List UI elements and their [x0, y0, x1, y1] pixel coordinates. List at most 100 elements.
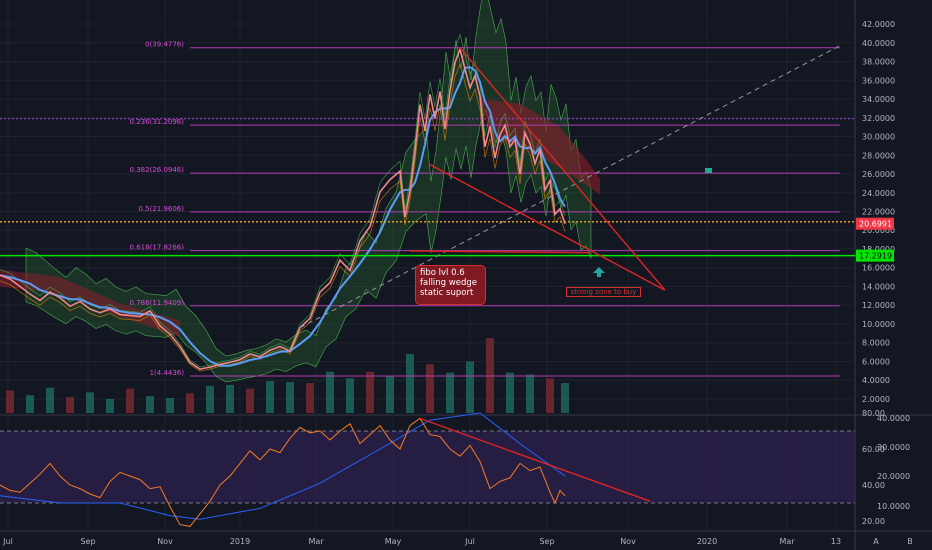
fibo-label-0.786: 0.786(11.9409) — [130, 299, 185, 307]
axis-button-B[interactable]: B — [907, 537, 913, 546]
osc-left-tick: 40.00 — [862, 481, 885, 490]
time-tick-label: Jul — [464, 537, 475, 546]
fibo-label-0.236: 0.236(31.2096) — [130, 118, 185, 126]
osc-right-tick: 10.0000 — [877, 502, 910, 511]
time-tick-label: Mar — [308, 537, 324, 546]
price-tick-label: 24.0000 — [862, 189, 895, 198]
osc-left-tick: 80.00 — [862, 409, 885, 418]
price-tick-label: 8.0000 — [862, 339, 890, 348]
price-tick-label: 42.0000 — [862, 20, 895, 29]
volume-bar-24 — [486, 338, 494, 413]
price-series — [0, 33, 566, 372]
volume-bar-22 — [446, 372, 454, 413]
volume-bar-0 — [6, 390, 14, 413]
volume-bars — [6, 338, 569, 413]
time-tick-label: Jul — [2, 537, 13, 546]
wedge-trendline-0 — [459, 47, 666, 291]
osc-blue-line — [0, 412, 566, 520]
volume-bar-16 — [326, 371, 334, 413]
time-tick-label: Mar — [779, 537, 795, 546]
price-tick-label: 38.0000 — [862, 58, 895, 67]
callout-line-2: falling wedge — [420, 278, 477, 288]
volume-bar-21 — [426, 364, 434, 413]
volume-bar-6 — [126, 388, 134, 413]
volume-bar-13 — [266, 381, 274, 413]
volume-bar-4 — [86, 392, 94, 413]
volume-bar-26 — [526, 374, 534, 413]
price-tick-label: 22.0000 — [862, 208, 895, 217]
fibo-label-1: 1(4.4436) — [150, 369, 185, 377]
arrow-up-icon — [593, 168, 712, 277]
dashed-trendline — [299, 45, 841, 329]
volume-bar-9 — [186, 393, 194, 413]
fibo-label-0.382: 0.382(26.0946) — [130, 166, 185, 174]
price-tick-label: 36.0000 — [862, 76, 895, 85]
osc-right-tick: 20.0000 — [877, 472, 910, 481]
volume-bar-11 — [226, 384, 234, 413]
volume-bar-25 — [506, 372, 514, 413]
time-tick-label: May — [385, 537, 402, 546]
price-tick-label: 18.0000 — [862, 245, 895, 254]
volume-bar-7 — [146, 396, 154, 413]
volume-bar-2 — [46, 387, 54, 413]
osc-right-tick: 30.0000 — [877, 443, 910, 452]
osc-left-tick: 60.00 — [862, 445, 885, 454]
buy-zone-label: strong zone to buy — [566, 287, 641, 297]
osc-orange-line — [0, 417, 566, 527]
fibo-label-0.5: 0.5(21.9606) — [138, 205, 184, 213]
callout-line-3: static suport — [420, 288, 474, 298]
time-tick-label: Sep — [80, 537, 95, 546]
price-tick-label: 32.0000 — [862, 114, 895, 123]
price-tick-label: 28.0000 — [862, 151, 895, 160]
price-tick-label: 2.0000 — [862, 395, 890, 404]
callout-line-1: fibo lvl 0.6 — [420, 268, 465, 278]
volume-bar-23 — [466, 361, 474, 413]
time-tick-label: Nov — [620, 537, 636, 546]
square-marker — [705, 168, 712, 173]
current-price-tag — [856, 217, 894, 230]
time-tick-label: 2019 — [230, 537, 250, 546]
volume-bar-3 — [66, 397, 74, 413]
price-tick-label: 6.0000 — [862, 357, 890, 366]
price-tick-label: 4.0000 — [862, 376, 890, 385]
price-tick-label: 10.0000 — [862, 320, 895, 329]
price-tick-label: 20.0000 — [862, 226, 895, 235]
price-tick-label: 40.0000 — [862, 39, 895, 48]
support-price-label: 17.2919 — [859, 252, 892, 261]
price-tick-label: 16.0000 — [862, 264, 895, 273]
volume-bar-28 — [561, 383, 569, 413]
volume-bar-8 — [166, 398, 174, 413]
wedge-trendline-2 — [409, 250, 591, 254]
price-tick-label: 26.0000 — [862, 170, 895, 179]
current-price-label: 20.6991 — [859, 220, 892, 229]
baseline-line — [0, 66, 566, 367]
osc-right-tick: 40.0000 — [877, 414, 910, 423]
volume-bar-19 — [386, 375, 394, 413]
volume-bar-15 — [306, 383, 314, 413]
volume-bar-10 — [206, 385, 214, 413]
osc-trendline — [419, 417, 651, 502]
price-tick-label: 12.0000 — [862, 301, 895, 310]
volume-bar-14 — [286, 382, 294, 413]
callout-fibo-wedge: fibo lvl 0.6 falling wedge static suport — [415, 265, 486, 305]
axes: 42.0000 40.0000 38.0000 36.0000 34.0000 32.00… — [2, 20, 913, 546]
time-tick-label: 2020 — [697, 537, 717, 546]
osc-band — [0, 431, 855, 503]
price-tick-label: 14.0000 — [862, 282, 895, 291]
arrow-up-shape — [593, 267, 605, 277]
volume-bar-12 — [246, 388, 254, 413]
price-tick-label: 34.0000 — [862, 95, 895, 104]
axis-button-A[interactable]: A — [873, 537, 879, 546]
fibonacci-levels: 0(39.4776) 0.236(31.2096) 0.382(26.0946) 0.… — [130, 41, 840, 377]
volume-bar-17 — [346, 378, 354, 413]
volume-bar-27 — [546, 378, 554, 413]
price-lower-line — [0, 62, 566, 372]
volume-bar-18 — [366, 371, 374, 413]
fibo-label-0.618: 0.618(17.8266) — [130, 244, 185, 252]
time-tick-label: 13 — [831, 537, 841, 546]
fibo-label-0: 0(39.4776) — [145, 41, 184, 49]
volume-bar-5 — [106, 398, 114, 413]
oscillator-pane — [0, 412, 855, 527]
